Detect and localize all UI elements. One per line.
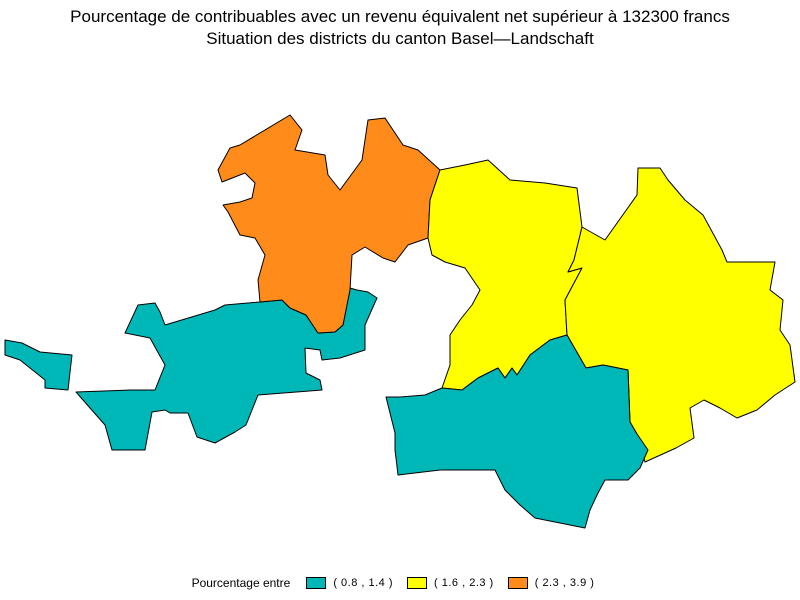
map-legend: Pourcentage entre ( 0.8 , 1.4 ) ( 1.6 , … [0,576,800,590]
district-west-teal[interactable] [4,287,378,451]
district-north-orange[interactable] [217,114,441,334]
legend-item-mid: ( 1.6 , 2.3 ) [407,577,494,589]
legend-swatch-low [306,577,327,589]
legend-swatch-high [507,577,528,589]
legend-swatch-mid [407,577,428,589]
legend-label-low: ( 0.8 , 1.4 ) [333,577,394,589]
legend-label-high: ( 2.3 , 3.9 ) [534,577,595,589]
title-line-2: Situation des districts du canton Basel—… [206,29,594,48]
legend-label: Pourcentage entre [191,576,291,590]
title-line-1: Pourcentage de contribuables avec un rev… [70,7,730,26]
legend-item-low: ( 0.8 , 1.4 ) [306,577,393,589]
district-south-teal[interactable] [385,334,649,529]
legend-item-high: ( 2.3 , 3.9 ) [507,577,595,589]
map-title: Pourcentage de contribuables avec un rev… [0,6,800,50]
legend-label-mid: ( 1.6 , 2.3 ) [434,577,494,589]
